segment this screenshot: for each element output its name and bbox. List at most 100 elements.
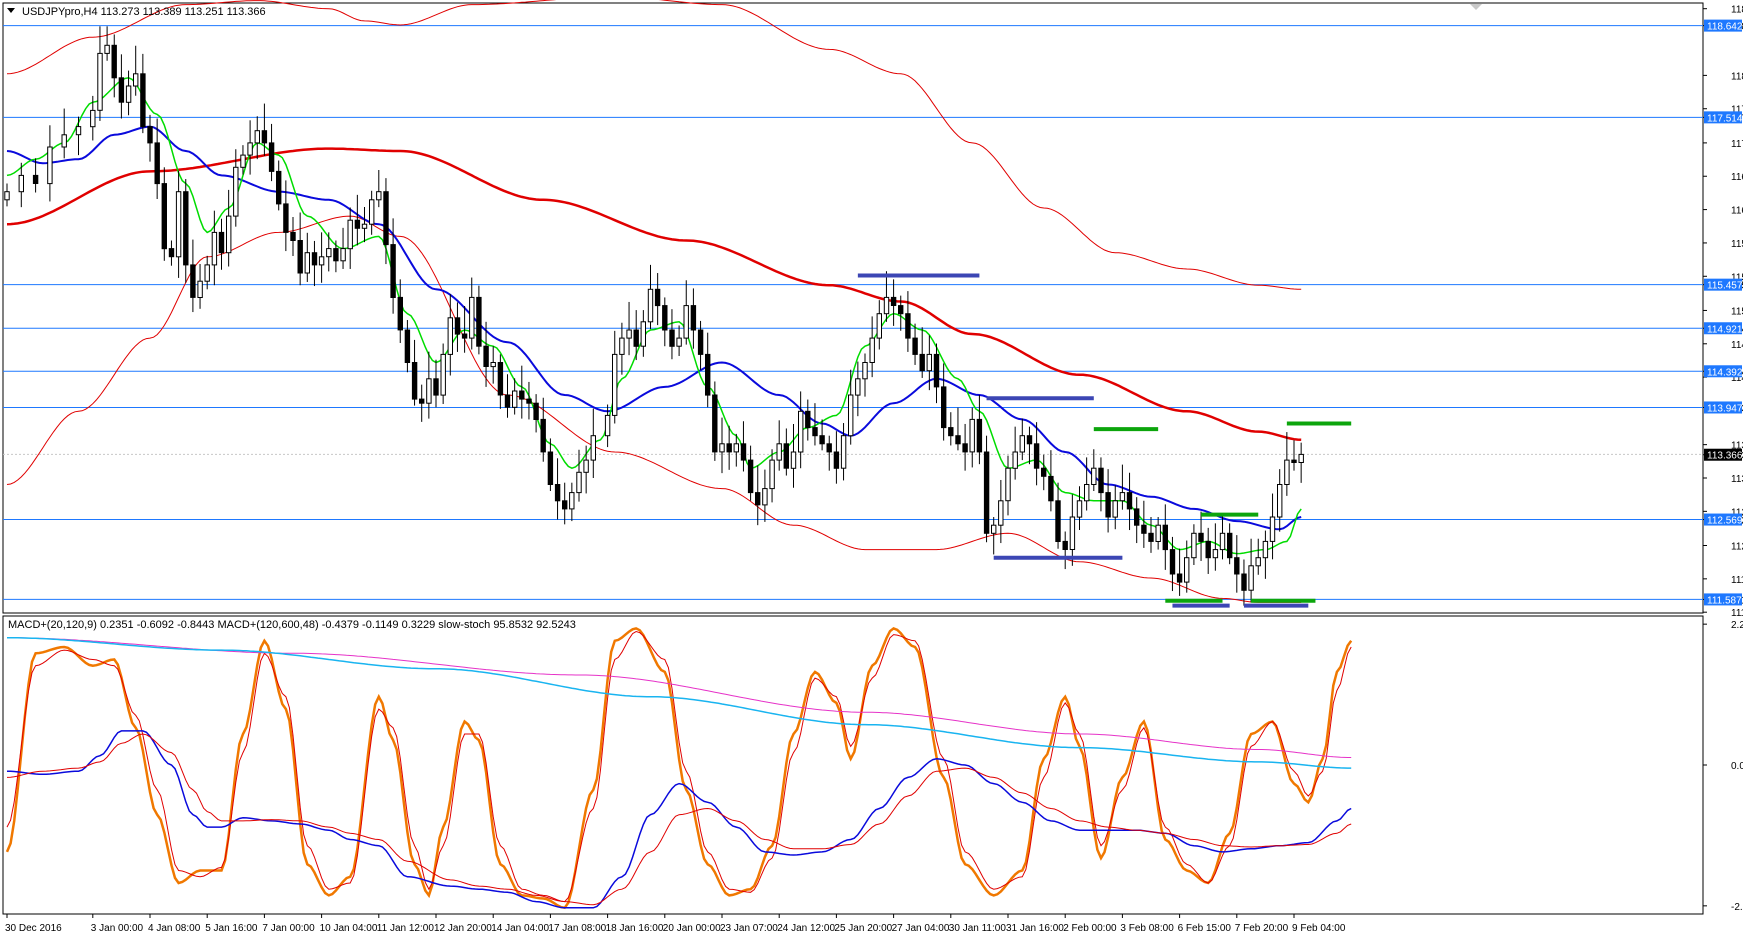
candle-body <box>669 329 675 347</box>
candle <box>476 285 482 355</box>
candle <box>1176 548 1183 596</box>
candle <box>290 216 296 256</box>
candle <box>640 310 646 357</box>
candle-body <box>1227 532 1233 559</box>
price-axis[interactable]: 118.850 118.642 118.030 117.620117.514 117.2… <box>1703 5 1743 619</box>
candle-body <box>454 317 461 335</box>
candle <box>919 327 925 378</box>
candle <box>883 271 890 322</box>
collapse-triangle-icon[interactable] <box>7 8 15 13</box>
candle <box>168 240 175 266</box>
candle <box>247 120 253 175</box>
candle-body <box>998 500 1004 526</box>
price-tag-box <box>1704 278 1742 291</box>
candle-body <box>1033 443 1040 469</box>
candle <box>604 404 611 448</box>
candle-body <box>1262 540 1269 559</box>
price-tag-0: 118.642 <box>1704 19 1743 33</box>
candle-body <box>1134 508 1140 526</box>
price-tick-label: 118.850 <box>1731 5 1743 16</box>
candle-body <box>619 337 625 355</box>
price-tick-label: 112.670 <box>1731 507 1743 518</box>
candle <box>612 330 618 424</box>
candle-body <box>476 296 482 347</box>
price-tick-label: 115.560 <box>1731 272 1743 283</box>
candle-body <box>168 248 175 258</box>
candle <box>690 288 697 349</box>
price-tag-box <box>1704 401 1742 414</box>
candle-body <box>662 305 668 331</box>
candle <box>218 218 225 270</box>
candle-body <box>512 390 518 408</box>
candle <box>1048 450 1054 512</box>
time-axis[interactable]: 30 Dec 2016 3 Jan 00:00 4 Jan 08:00 5 Jan 1… <box>5 914 1346 934</box>
candle <box>440 343 446 404</box>
candle <box>1262 530 1269 579</box>
candle-body <box>1234 557 1240 575</box>
candle-body <box>304 252 311 274</box>
candle-body <box>1112 500 1118 518</box>
scroll-shift-icon[interactable] <box>1470 4 1482 10</box>
candle-body <box>326 248 332 258</box>
candle <box>991 517 997 555</box>
candle-body <box>32 174 39 184</box>
candle <box>361 207 368 243</box>
candle <box>890 279 897 326</box>
candle <box>47 125 53 202</box>
candle <box>783 428 789 476</box>
candle <box>1169 536 1176 592</box>
candle-body <box>1241 573 1247 591</box>
price-tag-6: 113.366 <box>1704 448 1743 462</box>
candle-body <box>1219 532 1226 551</box>
candle <box>75 116 82 156</box>
candle <box>1255 538 1261 575</box>
time-tick-label: 11 Jan 12:00 <box>377 923 435 934</box>
price-tick-label: 114.730 <box>1731 340 1743 351</box>
candle-body <box>433 378 439 396</box>
candle <box>175 170 182 278</box>
candle-body <box>297 240 303 274</box>
candle-body <box>1098 467 1104 494</box>
candle <box>161 167 168 261</box>
candle-body <box>1162 524 1168 551</box>
indicator-axis[interactable]: 2.2686 0.00 -2.2686 <box>1703 620 1743 913</box>
price-tag-box <box>1704 365 1742 378</box>
candle <box>340 227 346 269</box>
candle-body <box>161 183 168 250</box>
price-tag-label: 111.587 <box>1707 595 1742 606</box>
candle-body <box>554 484 561 502</box>
candle <box>397 279 404 343</box>
candle <box>1012 426 1018 480</box>
candle-body <box>497 362 504 396</box>
candle-body <box>1141 524 1147 534</box>
candle <box>133 45 139 96</box>
candle <box>211 210 218 286</box>
candle <box>1112 485 1118 530</box>
candle-body <box>819 435 825 445</box>
indicator-header: MACD+(20,120,9) 0.2351 -0.6092 -0.8443 M… <box>8 619 576 631</box>
candle <box>619 322 625 375</box>
candle-body <box>941 386 947 429</box>
candle <box>190 239 196 313</box>
candle <box>111 34 117 98</box>
candle-body <box>762 488 768 506</box>
candle-body <box>504 394 511 408</box>
candle <box>955 407 961 451</box>
time-tick-label: 3 Jan 00:00 <box>91 923 144 934</box>
candle-body <box>1277 484 1283 518</box>
candle-body <box>1084 484 1090 502</box>
price-tick-label: 111.430 <box>1731 608 1743 619</box>
candle <box>1191 524 1197 566</box>
candle-body <box>1255 557 1261 567</box>
candle <box>683 280 689 345</box>
candle-body <box>261 130 268 144</box>
time-tick-label: 18 Jan 16:00 <box>606 923 664 934</box>
candle <box>1041 454 1047 491</box>
candle <box>669 309 675 360</box>
candle <box>333 240 339 273</box>
time-tick-label: 27 Jan 04:00 <box>892 923 950 934</box>
candle-body <box>419 398 425 404</box>
candle <box>390 218 396 314</box>
main-header: USDJPYpro,H4 113.273 113.389 113.251 113… <box>22 6 266 18</box>
candle-body <box>933 353 940 388</box>
